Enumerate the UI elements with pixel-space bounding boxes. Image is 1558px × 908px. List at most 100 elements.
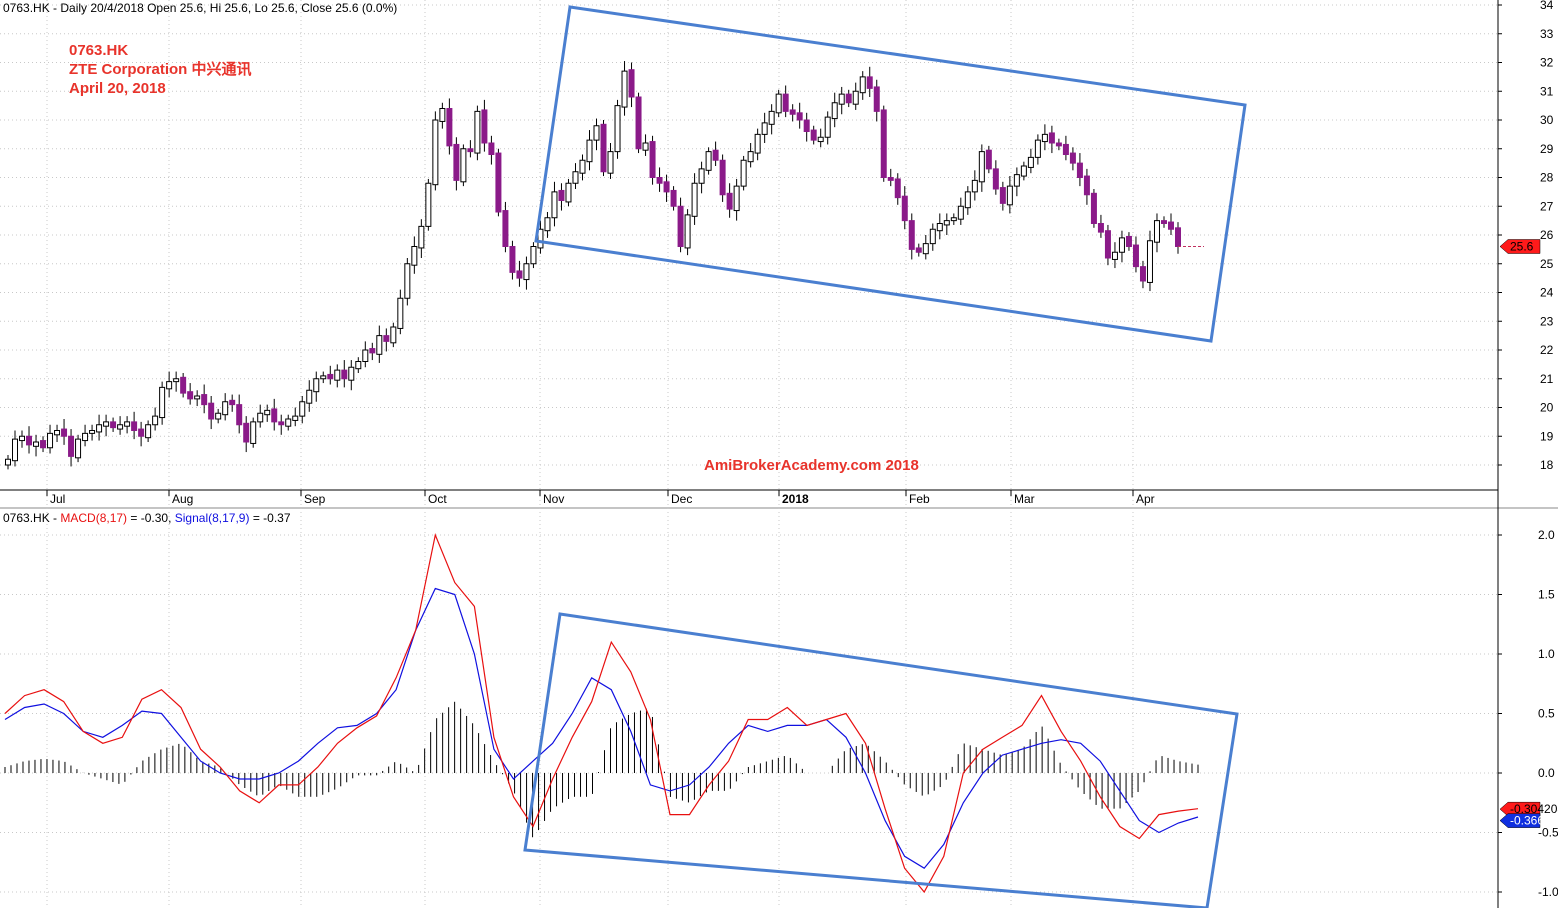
candle-body xyxy=(537,228,544,249)
candle-body xyxy=(985,149,992,170)
candle-body xyxy=(89,430,96,434)
candle-body xyxy=(775,93,782,114)
candle-body xyxy=(817,136,824,143)
candle-body xyxy=(726,192,733,210)
candle-body xyxy=(698,168,705,184)
candle-body xyxy=(250,421,257,444)
candle-body xyxy=(439,108,446,122)
candle-body xyxy=(1090,192,1097,224)
candle-body xyxy=(1097,223,1104,233)
candle-body xyxy=(131,421,138,431)
candle-body xyxy=(1104,230,1111,259)
macd-header: 0763.HK - MACD(8,17) = -0.30, Signal(8,1… xyxy=(3,511,291,525)
month-tick-label: Dec xyxy=(671,492,692,506)
macd-channel xyxy=(523,612,1239,908)
candle-body xyxy=(68,435,75,457)
candle-body xyxy=(586,139,593,163)
candle-body xyxy=(341,369,348,380)
annotation-block: 0763.HK ZTE Corporation 中兴通讯 April 20, 2… xyxy=(69,41,252,98)
candle-body xyxy=(460,148,467,183)
candle-body xyxy=(768,110,775,125)
price-header: 0763.HK - Daily 20/4/2018 Open 25.6, Hi … xyxy=(3,1,398,15)
candle-body xyxy=(1146,240,1153,283)
candle-body xyxy=(719,159,726,196)
candle-body xyxy=(257,412,264,423)
watermark: AmiBrokerAcademy.com 2018 xyxy=(704,457,919,474)
candle-body xyxy=(803,119,810,132)
candle-body xyxy=(495,152,502,213)
candle-body xyxy=(887,177,894,181)
candle-body xyxy=(1048,132,1055,144)
candle-body xyxy=(264,409,271,416)
price-tick-label: 31 xyxy=(1540,84,1554,98)
trend-channels xyxy=(523,5,1247,908)
candle-body xyxy=(684,214,691,249)
candle-body xyxy=(355,361,362,370)
candle-body xyxy=(271,408,278,423)
candle-body xyxy=(964,191,971,209)
candle-body xyxy=(1160,220,1167,224)
price-tick-label: 33 xyxy=(1540,27,1554,41)
candle-body xyxy=(600,123,607,173)
candle-body xyxy=(593,125,600,141)
candle-body xyxy=(390,326,397,344)
signal-badge: -0.366574 xyxy=(1499,813,1558,828)
macd-tick-label: 2.0 xyxy=(1538,528,1555,542)
candle-body xyxy=(628,69,635,98)
candle-body xyxy=(96,424,103,433)
candle-body xyxy=(26,435,33,446)
candle-body xyxy=(831,102,838,120)
candle-body xyxy=(761,122,768,135)
candle-body xyxy=(810,129,817,141)
candle-body xyxy=(565,182,572,203)
candle-body xyxy=(943,220,950,226)
macd-legend-value: = -0.30, xyxy=(127,511,175,525)
candle-body xyxy=(1062,143,1069,155)
signal-badge-text: -0.366574 xyxy=(1510,814,1558,828)
candle-body xyxy=(1175,227,1181,247)
candle-body xyxy=(54,430,61,436)
macd-symbol: 0763.HK - xyxy=(3,511,61,525)
candle-body xyxy=(194,395,201,400)
candle-body xyxy=(117,424,124,430)
candle-body xyxy=(530,246,537,265)
candle-body xyxy=(348,366,355,381)
candle-body xyxy=(607,151,614,174)
candle-body xyxy=(61,428,68,437)
macd-tick-label: 1.5 xyxy=(1538,588,1555,602)
candle-body xyxy=(635,96,642,150)
candle-body xyxy=(614,105,621,153)
candlestick-series xyxy=(5,61,1204,470)
candle-body xyxy=(992,168,999,190)
candle-body xyxy=(824,116,831,138)
candle-body xyxy=(446,108,453,147)
candle-body xyxy=(1013,174,1020,187)
candle-body xyxy=(866,76,873,89)
month-tick-label: Apr xyxy=(1136,492,1155,506)
candle-body xyxy=(1153,220,1160,243)
candle-body xyxy=(516,270,523,279)
candle-body xyxy=(1167,221,1174,230)
price-badge-text: 25.6 xyxy=(1510,240,1534,254)
candle-body xyxy=(852,90,859,105)
macd-tick-label: 0.0 xyxy=(1538,766,1555,780)
candle-body xyxy=(404,263,411,299)
candle-body xyxy=(1139,266,1146,282)
price-tick-label: 22 xyxy=(1540,343,1554,357)
macd-tick-label: 0.5 xyxy=(1538,707,1555,721)
month-tick-label: 2018 xyxy=(782,492,809,506)
candle-body xyxy=(1076,162,1083,178)
price-badge-shape xyxy=(1499,239,1541,254)
candle-body xyxy=(145,424,152,439)
candle-body xyxy=(740,159,747,187)
candle-body xyxy=(1118,237,1125,253)
candle-body xyxy=(313,378,320,393)
candle-body xyxy=(894,178,901,199)
candle-body xyxy=(796,112,803,121)
candle-body xyxy=(474,110,481,154)
price-tick-label: 18 xyxy=(1540,458,1554,472)
price-tick-label: 26 xyxy=(1540,228,1554,242)
month-tick-label: Oct xyxy=(428,492,447,506)
candle-body xyxy=(978,151,985,183)
